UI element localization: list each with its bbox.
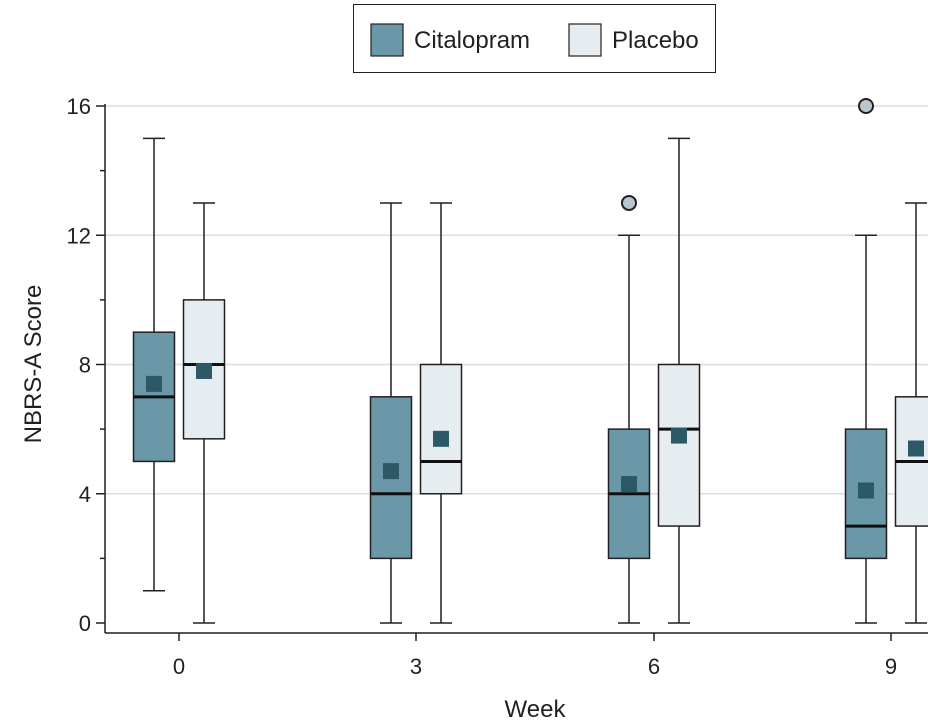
- box-placebo-week-9: [894, 202, 928, 624]
- iqr-box: [419, 363, 463, 495]
- x-tick-label: 0: [173, 654, 185, 679]
- y-tick-label: 16: [67, 94, 91, 119]
- legend-swatch-placebo: [568, 23, 602, 57]
- outlier-point: [858, 98, 874, 114]
- mean-marker: [908, 440, 924, 457]
- mean-marker: [383, 463, 399, 480]
- box-citalopram-week-0: [132, 137, 176, 592]
- y-tick-label: 12: [67, 223, 91, 248]
- mean-marker: [433, 430, 449, 447]
- legend: Citalopram Placebo: [353, 4, 716, 73]
- axes: 0 4 8 12 16 0 3 6 9: [67, 94, 928, 679]
- box-placebo-week-6: [657, 137, 701, 624]
- y-tick-label: 8: [79, 353, 91, 378]
- box-citalopram-week-3: [369, 202, 413, 624]
- legend-swatch-citalopram: [370, 23, 404, 57]
- x-tick-label: 6: [648, 654, 660, 679]
- legend-label-citalopram: Citalopram: [414, 27, 530, 54]
- mean-marker: [858, 482, 874, 499]
- legend-frame: [353, 4, 716, 73]
- iqr-box: [657, 363, 701, 527]
- x-tick-label: 9: [885, 654, 897, 679]
- box-placebo-week-0: [182, 202, 226, 624]
- legend-label-placebo: Placebo: [612, 27, 699, 54]
- mean-marker: [196, 362, 212, 379]
- y-tick-label: 0: [79, 611, 91, 636]
- y-axis-title: NBRS-A Score: [20, 285, 47, 444]
- box-citalopram-week-9: [844, 98, 888, 624]
- mean-marker: [146, 375, 162, 392]
- mean-marker: [621, 476, 637, 493]
- y-tick-label: 4: [79, 482, 91, 507]
- outlier-point: [621, 194, 637, 211]
- box-placebo-week-3: [419, 202, 463, 624]
- x-tick-label: 3: [410, 654, 422, 679]
- x-axis-title: Week: [505, 696, 567, 721]
- mean-marker: [671, 427, 687, 444]
- box-series: [132, 98, 928, 624]
- box-citalopram-week-6: [607, 194, 651, 624]
- gridlines: [105, 105, 928, 495]
